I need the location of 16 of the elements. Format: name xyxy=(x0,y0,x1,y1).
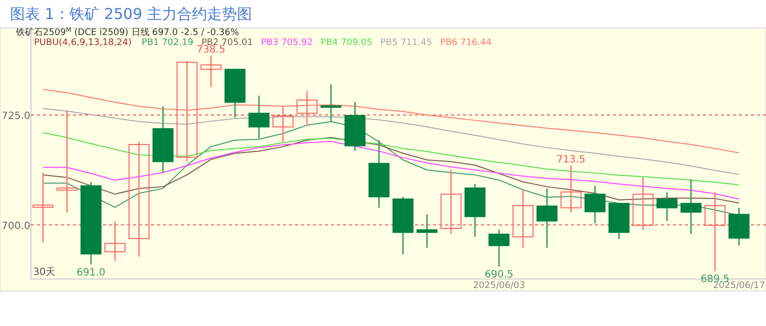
ytick: 725.0 xyxy=(2,111,30,122)
annotation: 691.0 xyxy=(76,268,106,278)
xtick: 2025/06/03 xyxy=(473,281,525,291)
annotation: 713.5 xyxy=(556,154,586,166)
ytick: 700.0 xyxy=(2,220,30,232)
xtick: 2025/06/17 xyxy=(713,281,765,291)
annotation: 30天 xyxy=(33,267,56,278)
legend-title: PUBU(4,6,9,13,18,24) xyxy=(34,38,132,48)
legend-item: PB6 716.44 xyxy=(440,38,492,48)
annotation: 690.5 xyxy=(484,270,514,281)
subtitle: 铁矿石2509$^{M}$ (DCE i2509) 日线 697.0 -2.5 / -0.36% xyxy=(16,26,239,38)
title: 图表 1：铁矿 2509 主力合约走势图 xyxy=(10,5,252,23)
legend-item: PB3 705.92 xyxy=(261,38,313,48)
legend-item: PB1 702.19 xyxy=(142,38,194,48)
legend-item: PB5 711.45 xyxy=(380,38,432,48)
legend-item: PB4 709.05 xyxy=(320,38,372,48)
